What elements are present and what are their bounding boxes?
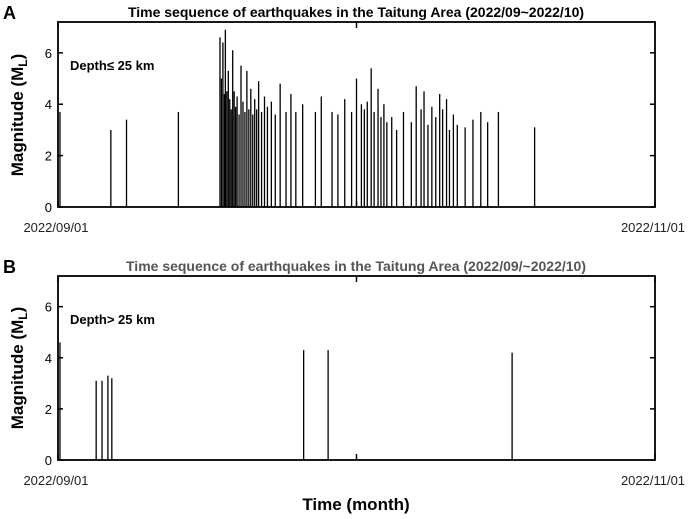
panel-b-x-end-label: 2022/11/01 — [621, 473, 685, 488]
panel-b-ylabel-main: Magnitude (M — [8, 320, 27, 430]
panel-b-ylabel: Magnitude (ML) — [8, 307, 30, 430]
panel-b-depth-note: Depth> 25 km — [70, 312, 155, 327]
y-tick-label: 0 — [45, 200, 52, 215]
panel-a-x-end-label: 2022/11/01 — [621, 220, 685, 235]
panel-b-letter: B — [3, 257, 16, 277]
panel-a-ylabel-sub: L — [16, 59, 30, 66]
y-tick-label: 6 — [45, 46, 52, 61]
panel-a-bars — [59, 29, 536, 207]
panel-a-depth-note: Depth≤ 25 km — [70, 58, 154, 73]
panel-b-ylabel-close: ) — [8, 307, 27, 313]
y-tick-label: 2 — [45, 402, 52, 417]
x-axis-title: Time (month) — [302, 495, 409, 514]
y-tick-label: 6 — [45, 300, 52, 315]
panel-a-title: Time sequence of earthquakes in the Tait… — [128, 4, 584, 20]
y-tick-label: 4 — [45, 97, 52, 112]
y-tick-label: 0 — [45, 453, 52, 468]
panel-a-ylabel-main: Magnitude (M — [8, 67, 27, 177]
panel-b: B Time sequence of earthquakes in the Ta… — [3, 257, 685, 514]
panel-b-title: Time sequence of earthquakes in the Tait… — [126, 258, 586, 274]
y-tick-label: 4 — [45, 351, 52, 366]
panel-a-ylabel: Magnitude (ML) — [8, 54, 30, 177]
panel-a-frame — [57, 21, 656, 208]
panel-a: A Time sequence of earthquakes in the Ta… — [3, 3, 685, 235]
y-tick-label: 2 — [45, 149, 52, 164]
panel-b-x-start-label: 2022/09/01 — [23, 473, 88, 488]
panel-b-x-axis — [57, 276, 656, 460]
panel-a-ylabel-close: ) — [8, 54, 27, 60]
panel-b-frame — [57, 275, 656, 461]
panel-a-x-start-label: 2022/09/01 — [23, 220, 88, 235]
panel-b-bars — [59, 342, 513, 460]
panel-b-ylabel-sub: L — [16, 312, 30, 319]
panel-a-letter: A — [3, 3, 16, 23]
